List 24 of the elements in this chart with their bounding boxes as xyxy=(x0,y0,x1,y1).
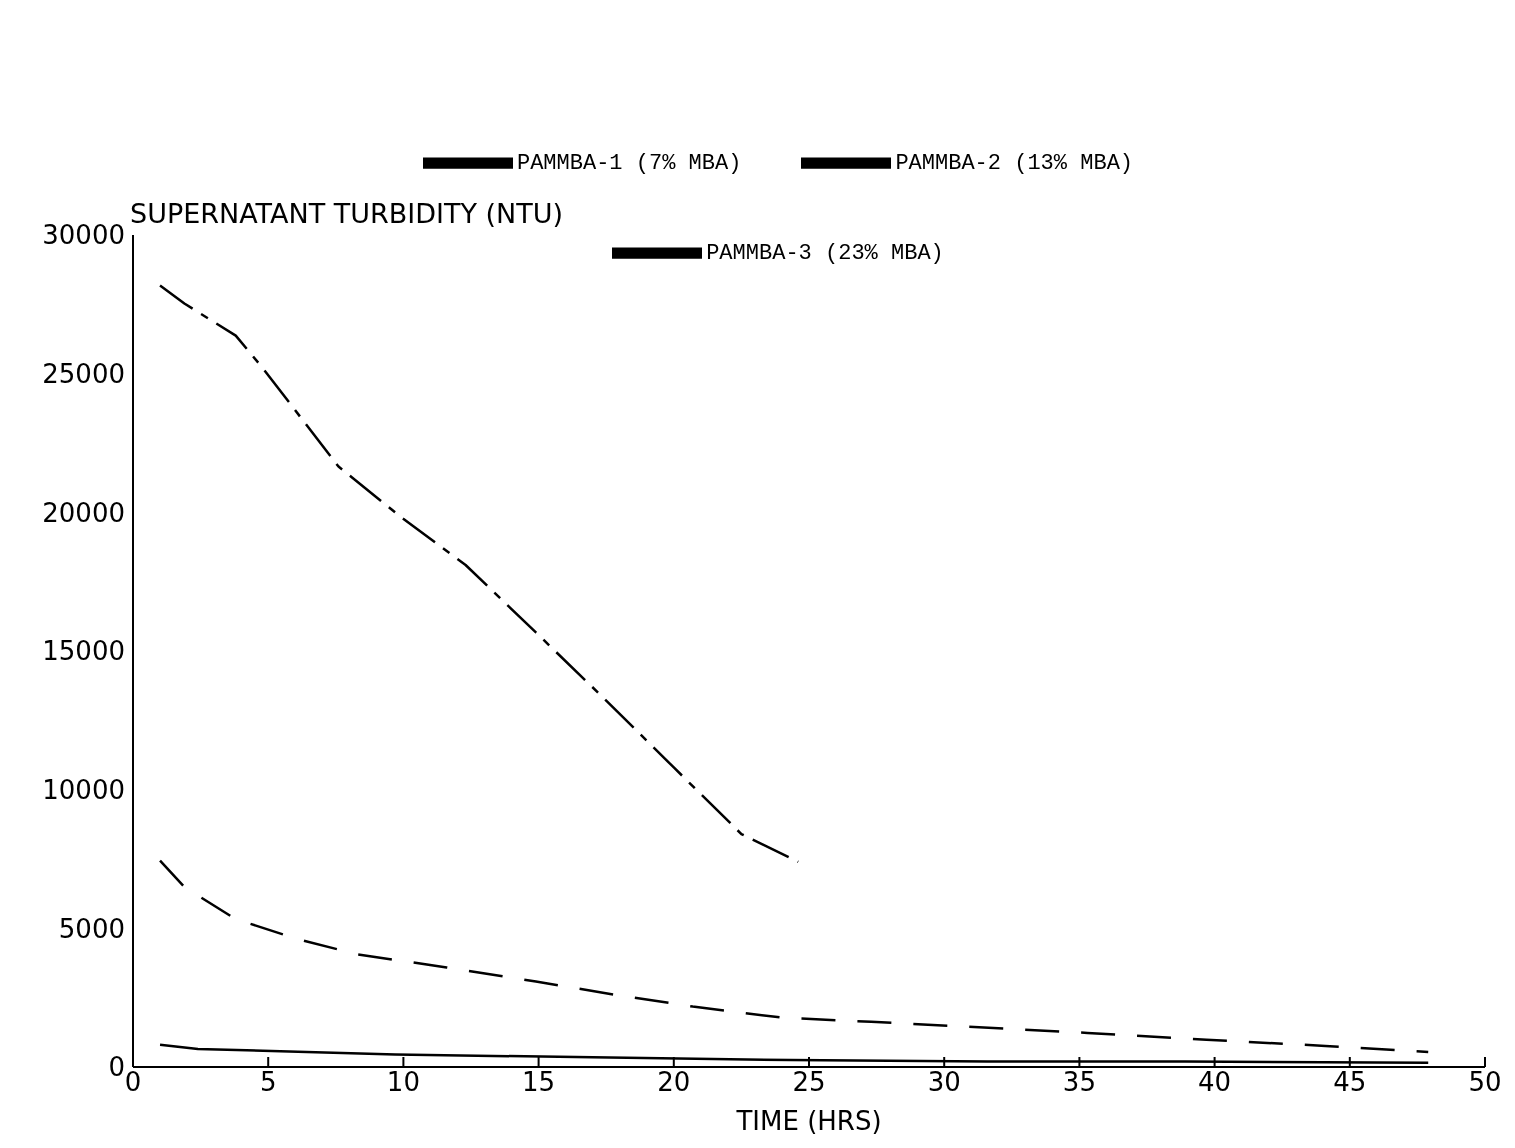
y-tick-label: 20000 xyxy=(42,497,125,528)
line-series xyxy=(158,284,800,864)
x-tick-label: 20 xyxy=(657,1067,691,1098)
x-axis-title: TIME (HRS) xyxy=(735,1106,882,1136)
x-tick-label: 40 xyxy=(1198,1067,1232,1098)
x-tick-label: 50 xyxy=(1468,1067,1502,1098)
legend-label: PAMMBA-1 (7% MBA) xyxy=(516,150,742,176)
x-tick-label: 5 xyxy=(259,1067,277,1098)
y-tick-label: 10000 xyxy=(42,774,125,805)
x-tick-label: 30 xyxy=(927,1067,961,1098)
y-tick-label: 30000 xyxy=(42,220,125,251)
y-tick-label: 15000 xyxy=(42,636,125,667)
line-series xyxy=(158,859,1430,1054)
x-tick-label: 35 xyxy=(1062,1067,1096,1098)
legend-label: PAMMBA-2 (13% MBA) xyxy=(895,150,1134,176)
x-tick-label: 15 xyxy=(522,1067,556,1098)
y-tick-label: 25000 xyxy=(42,358,125,389)
line-series xyxy=(158,1043,1430,1065)
x-tick-label: 25 xyxy=(792,1067,826,1098)
y-tick-label: 5000 xyxy=(58,913,125,944)
x-tick-label: 45 xyxy=(1333,1067,1367,1098)
y-axis-title: SUPERNATANT TURBIDITY (NTU) xyxy=(130,198,564,229)
legend-label: PAMMBA-3 (23% MBA) xyxy=(706,240,944,266)
x-tick-label: 10 xyxy=(386,1067,420,1098)
